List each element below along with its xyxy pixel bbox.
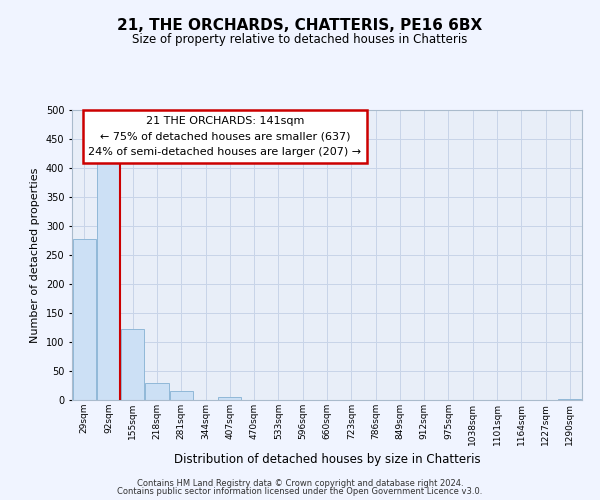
Bar [97,164,120,400]
Bar [218,397,241,400]
Bar [170,392,193,400]
Text: 21 THE ORCHARDS: 141sqm
← 75% of detached houses are smaller (637)
24% of semi-d: 21 THE ORCHARDS: 141sqm ← 75% of detache… [88,116,362,157]
X-axis label: Distribution of detached houses by size in Chatteris: Distribution of detached houses by size … [173,453,481,466]
Text: Contains HM Land Registry data © Crown copyright and database right 2024.: Contains HM Land Registry data © Crown c… [137,478,463,488]
Y-axis label: Number of detached properties: Number of detached properties [30,168,40,342]
Text: Contains public sector information licensed under the Open Government Licence v3: Contains public sector information licen… [118,487,482,496]
Bar [73,240,95,400]
Bar [559,399,581,400]
Text: 21, THE ORCHARDS, CHATTERIS, PE16 6BX: 21, THE ORCHARDS, CHATTERIS, PE16 6BX [118,18,482,32]
Bar [145,383,169,400]
Text: Size of property relative to detached houses in Chatteris: Size of property relative to detached ho… [133,32,467,46]
Bar [121,329,144,400]
